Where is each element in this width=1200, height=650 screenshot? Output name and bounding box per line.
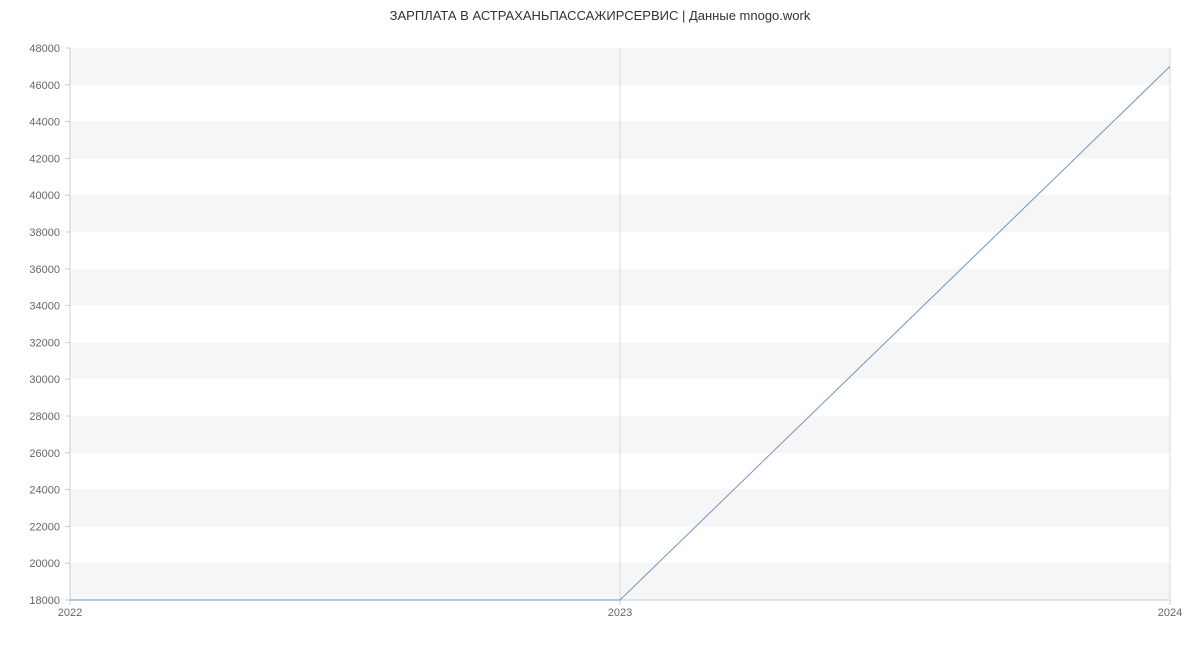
svg-text:24000: 24000 — [29, 485, 60, 497]
svg-text:2023: 2023 — [608, 607, 632, 619]
svg-text:26000: 26000 — [29, 448, 60, 460]
svg-text:48000: 48000 — [29, 43, 60, 55]
svg-text:30000: 30000 — [29, 374, 60, 386]
svg-text:42000: 42000 — [29, 153, 60, 165]
svg-text:46000: 46000 — [29, 80, 60, 92]
svg-text:18000: 18000 — [29, 595, 60, 607]
svg-text:40000: 40000 — [29, 190, 60, 202]
svg-text:32000: 32000 — [29, 337, 60, 349]
svg-text:28000: 28000 — [29, 411, 60, 423]
svg-text:2024: 2024 — [1158, 607, 1182, 619]
svg-text:2022: 2022 — [58, 607, 82, 619]
chart-title: ЗАРПЛАТА В АСТРАХАНЬПАССАЖИРСЕРВИС | Дан… — [0, 8, 1200, 23]
svg-text:20000: 20000 — [29, 558, 60, 570]
svg-text:34000: 34000 — [29, 301, 60, 313]
svg-text:36000: 36000 — [29, 264, 60, 276]
salary-line-chart: ЗАРПЛАТА В АСТРАХАНЬПАССАЖИРСЕРВИС | Дан… — [0, 0, 1200, 650]
svg-text:44000: 44000 — [29, 117, 60, 129]
svg-text:22000: 22000 — [29, 521, 60, 533]
chart-svg: 18000 20000 22000 24000 26000 28000 30000 32000… — [0, 0, 1200, 650]
svg-text:38000: 38000 — [29, 227, 60, 239]
